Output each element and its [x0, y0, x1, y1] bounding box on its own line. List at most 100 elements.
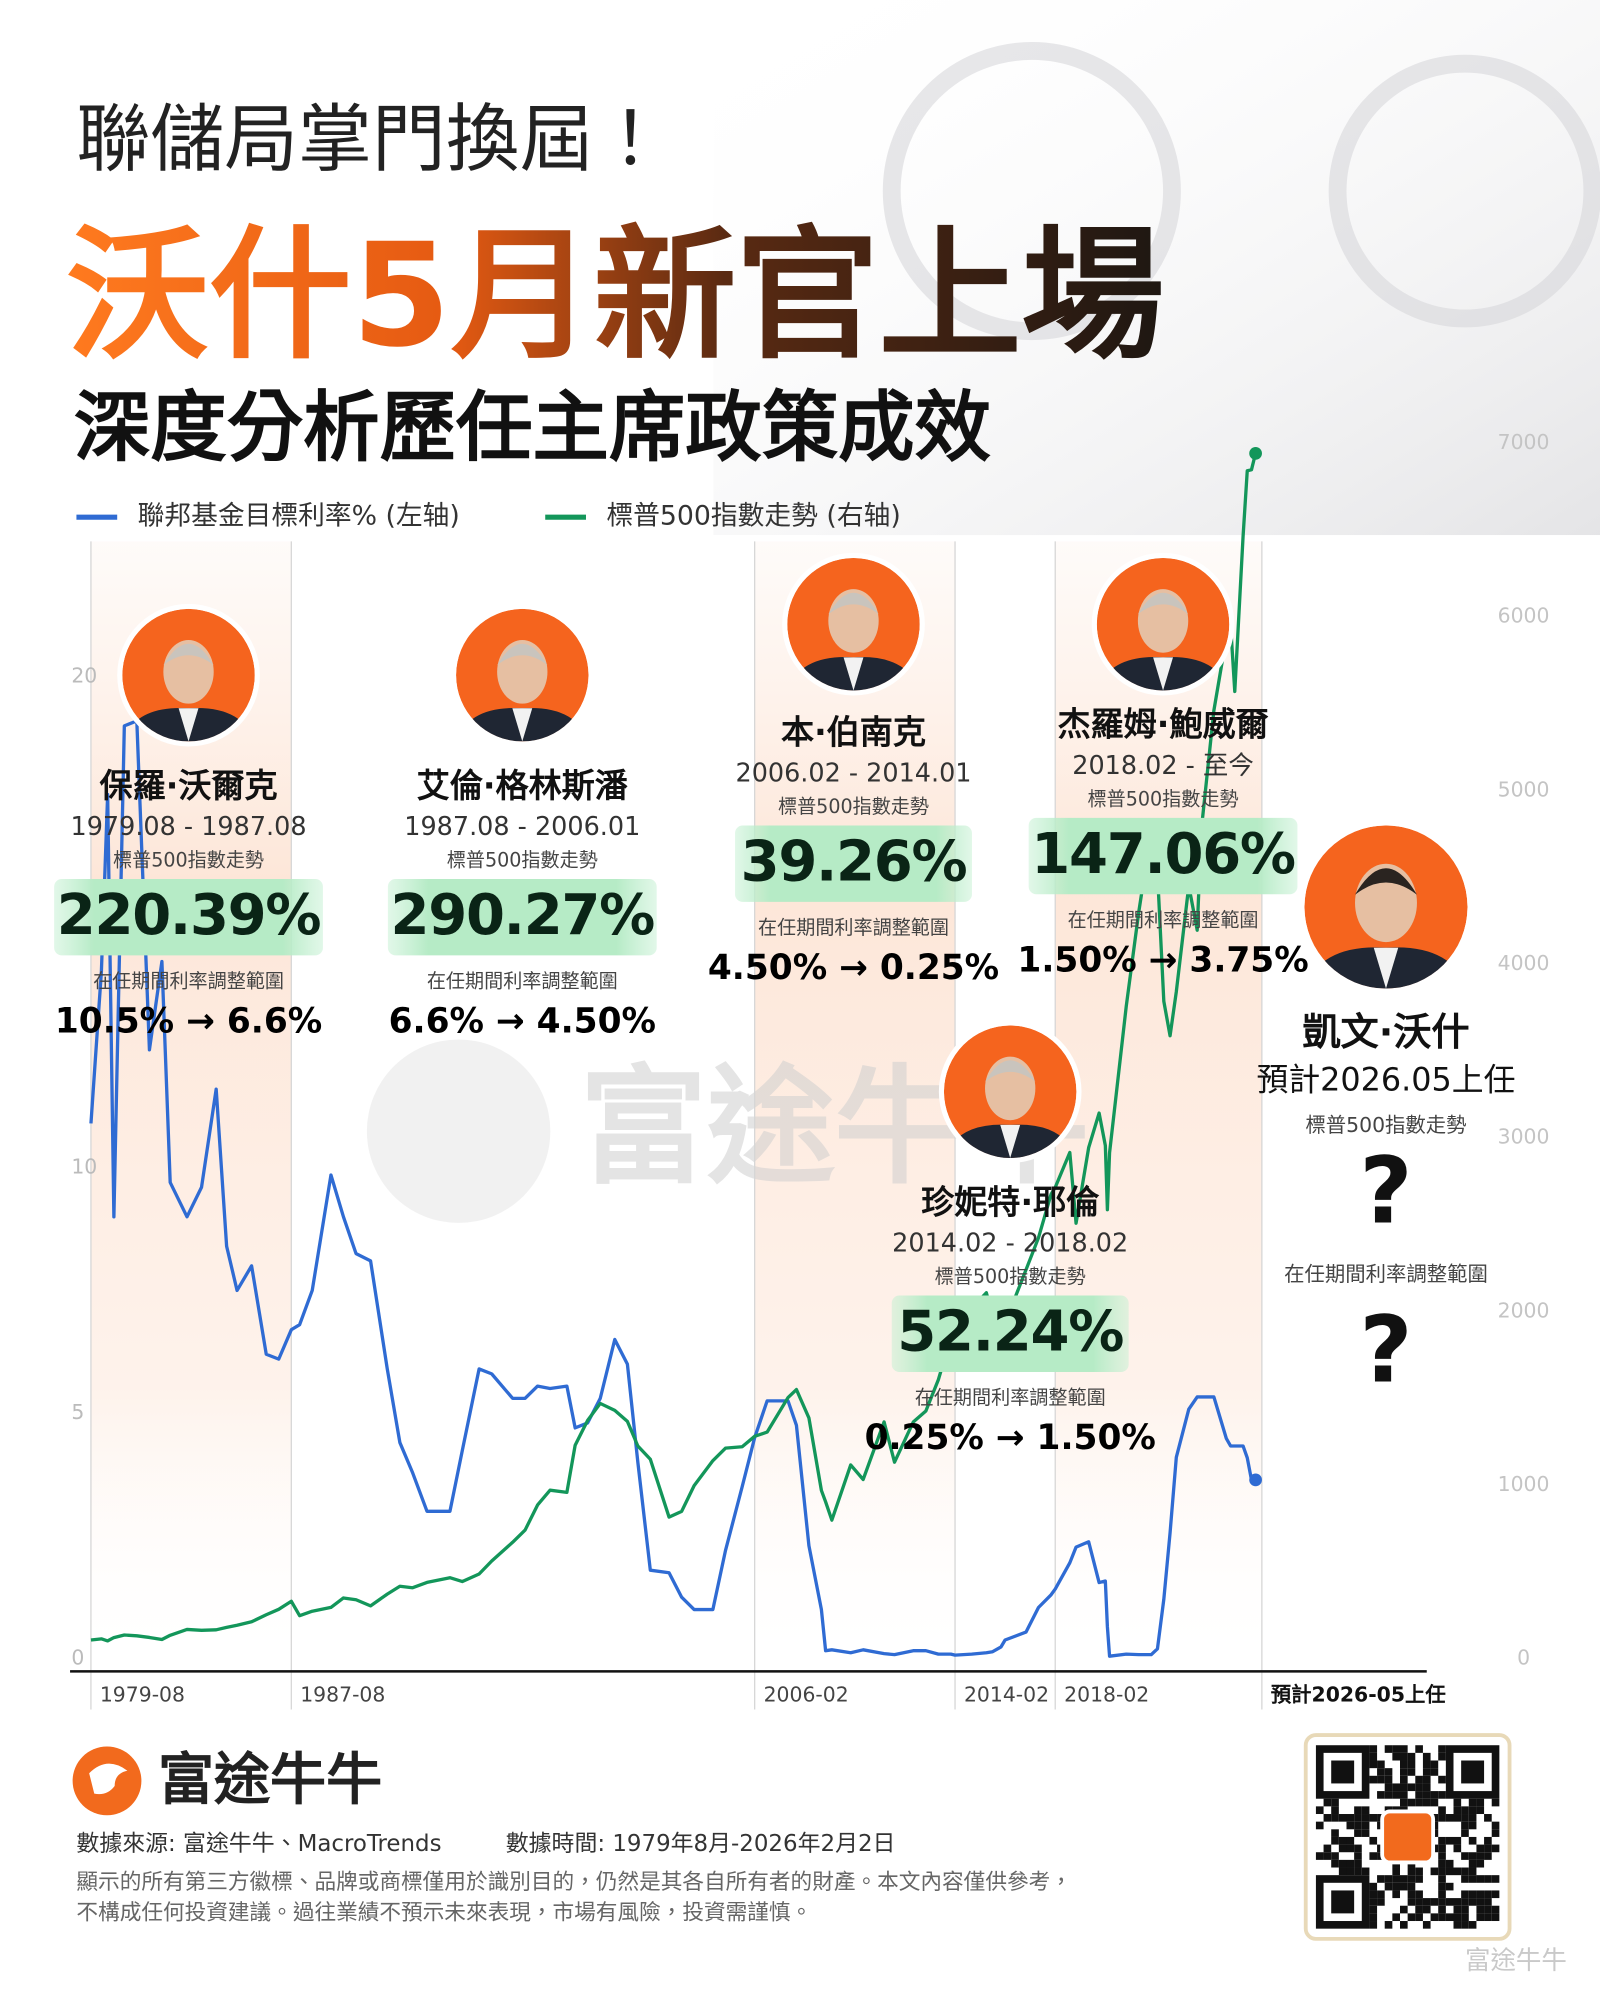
sp-pill — [54, 878, 323, 956]
qr-cell — [1407, 1768, 1416, 1776]
qr-cell — [1468, 1852, 1477, 1860]
qr-cell — [1407, 1875, 1416, 1883]
qr-cell — [1484, 1844, 1492, 1853]
qr-cell — [1468, 1875, 1477, 1883]
qr-cell — [1438, 1875, 1446, 1883]
qr-cell — [1461, 1806, 1469, 1815]
portrait-hair — [1137, 592, 1189, 615]
qr-cell — [1476, 1905, 1485, 1914]
qr-cell — [1400, 1875, 1408, 1883]
qr-cell — [1323, 1798, 1332, 1807]
qr-cell — [1400, 1921, 1408, 1929]
qr-cell — [1415, 1745, 1423, 1753]
qr-cell — [1415, 1791, 1423, 1799]
qr-cell — [1400, 1768, 1408, 1776]
qr-cell — [1461, 1814, 1469, 1822]
qr-cell — [1354, 1852, 1362, 1860]
qr-cell — [1461, 1852, 1469, 1860]
watermark-icon — [366, 1039, 551, 1223]
qr-cell — [1438, 1867, 1446, 1876]
qr-cell — [1491, 1913, 1500, 1922]
sp-label: 標普500指數走勢 — [447, 849, 598, 872]
qr-cell — [1407, 1890, 1416, 1899]
qr-cell — [1400, 1760, 1408, 1769]
qr-cell — [1346, 1821, 1355, 1830]
portrait-shirt — [1373, 947, 1399, 989]
qr-cell — [1407, 1882, 1416, 1891]
qr-cell — [1430, 1791, 1439, 1799]
qr-cell — [1392, 1745, 1400, 1753]
qr-cell — [1338, 1859, 1347, 1868]
series-line — [90, 452, 1258, 1643]
seal-decor — [1328, 54, 1600, 328]
qr-cell — [1407, 1798, 1416, 1807]
qr-cell — [1369, 1775, 1378, 1784]
qr-logo — [1380, 1809, 1436, 1865]
qr-cell — [1438, 1844, 1446, 1853]
portrait-hair — [163, 643, 214, 666]
kicker: 聯儲局掌門換屆！ — [76, 96, 667, 182]
tenure-band — [754, 541, 956, 1672]
qr-cell — [1369, 1745, 1378, 1753]
watermark: 富途牛牛 — [1465, 1946, 1567, 1976]
qr-cell — [1377, 1791, 1385, 1799]
qr-cell — [1415, 1775, 1423, 1784]
qr-cell — [1484, 1852, 1492, 1860]
qr-cell — [1369, 1760, 1378, 1769]
portrait-hair — [497, 643, 548, 666]
qr-cell — [1422, 1760, 1431, 1769]
qr-cell — [1315, 1806, 1324, 1815]
qr-cell — [1361, 1814, 1370, 1822]
qr-cell — [1430, 1898, 1439, 1906]
qr-cell — [1361, 1806, 1370, 1815]
chair-annotation: 珍妮特·耶倫 2014.02 - 2018.02 標普500指數走勢 52.24% 在任… — [865, 1020, 1156, 1458]
seal-decor — [882, 42, 1181, 341]
qr-cell — [1422, 1898, 1431, 1906]
qr-cell — [1392, 1867, 1400, 1876]
qr-cell — [1468, 1798, 1477, 1807]
qr-cell — [1369, 1852, 1378, 1860]
qr-cell — [1484, 1913, 1492, 1922]
qr-cell — [1392, 1890, 1400, 1899]
qr-cell — [1400, 1752, 1408, 1761]
y2-tick-label: 7000 — [1498, 430, 1550, 454]
qr-cell — [1453, 1798, 1462, 1807]
qr-cell — [1476, 1806, 1485, 1815]
qr-cell — [1468, 1821, 1477, 1830]
qr-cell — [1491, 1821, 1500, 1830]
portrait-hair — [985, 1060, 1036, 1082]
qr-cell — [1323, 1852, 1332, 1860]
rate-label: 在任期間利率調整範圍 — [427, 970, 618, 993]
qr-cell — [1476, 1898, 1485, 1906]
chair-annotation: 艾倫·格林斯潘 1987.08 - 2006.01 標普500指數走勢 290.27%… — [387, 603, 657, 1041]
qr-cell — [1438, 1836, 1446, 1845]
qr-cell — [1461, 1890, 1469, 1899]
chair-name: 珍妮特·耶倫 — [921, 1182, 1100, 1221]
qr-cell — [1392, 1783, 1400, 1792]
qr-cell — [1491, 1905, 1500, 1914]
y2-tick-label: 1000 — [1498, 1472, 1550, 1496]
portrait — [1304, 825, 1468, 989]
chair-name: 本·伯南克 — [781, 712, 926, 751]
rate-label: 在任期間利率調整範圍 — [93, 970, 284, 993]
qr-cell — [1461, 1821, 1469, 1830]
qr-cell — [1338, 1867, 1347, 1876]
sp-pill — [1028, 817, 1298, 895]
logo-text: 富途牛牛 — [158, 1748, 382, 1813]
qr-cell — [1354, 1806, 1362, 1815]
x-tick-label: 2018-02 — [1064, 1683, 1149, 1707]
chair-term: 1979.08 - 1987.08 — [71, 812, 307, 842]
qr-cell — [1400, 1783, 1408, 1792]
sp-change: ? — [1359, 1137, 1412, 1244]
sp-change: 147.06% — [1031, 822, 1295, 887]
portrait-shirt — [843, 657, 864, 691]
qr-finder — [1315, 1745, 1370, 1799]
qr-cell — [1453, 1836, 1462, 1845]
rate-range: 10.5% → 6.6% — [55, 1001, 322, 1041]
y2-tick-label: 2000 — [1498, 1298, 1550, 1322]
qr-cell — [1445, 1882, 1454, 1891]
y-tick-label: 10 — [71, 1155, 97, 1179]
qr-cell — [1484, 1898, 1492, 1906]
